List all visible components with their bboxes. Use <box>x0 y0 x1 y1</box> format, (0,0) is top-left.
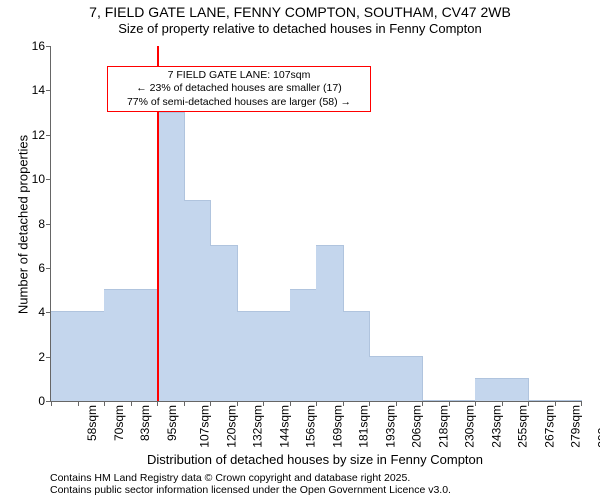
histogram-bar <box>396 356 424 401</box>
histogram-bar <box>475 378 503 401</box>
ytick-label: 6 <box>38 261 51 275</box>
xtick-label: 58sqm <box>85 405 99 441</box>
xtick-label: 169sqm <box>330 405 344 448</box>
xtick-label: 292sqm <box>595 405 600 448</box>
histogram-bar <box>316 245 344 401</box>
chart-container: 7, FIELD GATE LANE, FENNY COMPTON, SOUTH… <box>0 0 600 500</box>
xtick-label: 144sqm <box>277 405 291 448</box>
xtick-mark <box>290 401 291 406</box>
title-line-1: 7, FIELD GATE LANE, FENNY COMPTON, SOUTH… <box>0 4 600 21</box>
xtick-label: 70sqm <box>112 405 126 441</box>
xtick-label: 255sqm <box>516 405 530 448</box>
x-axis-label: Distribution of detached houses by size … <box>50 452 580 467</box>
histogram-bar <box>528 400 556 401</box>
ytick-label: 8 <box>38 217 51 231</box>
xtick-mark <box>210 401 211 406</box>
annotation-line-3: 77% of semi-detached houses are larger (… <box>114 96 364 110</box>
xtick-mark <box>555 401 556 406</box>
xtick-mark <box>502 401 503 406</box>
footer-attribution: Contains HM Land Registry data © Crown c… <box>0 472 600 497</box>
histogram-bar <box>290 289 318 401</box>
xtick-mark <box>316 401 317 406</box>
xtick-label: 243sqm <box>489 405 503 448</box>
xtick-mark <box>184 401 185 406</box>
xtick-mark <box>131 401 132 406</box>
histogram-bar <box>449 400 477 401</box>
histogram-bar <box>104 289 132 401</box>
title-line-2: Size of property relative to detached ho… <box>0 21 600 37</box>
histogram-bar <box>263 311 291 401</box>
xtick-label: 267sqm <box>542 405 556 448</box>
histogram-bar <box>422 400 450 401</box>
xtick-mark <box>78 401 79 406</box>
histogram-bar <box>369 356 397 401</box>
annotation-box: 7 FIELD GATE LANE: 107sqm← 23% of detach… <box>107 66 371 113</box>
xtick-mark <box>581 401 582 406</box>
ytick-label: 14 <box>32 83 51 97</box>
xtick-mark <box>104 401 105 406</box>
histogram-bar <box>237 311 265 401</box>
xtick-mark <box>263 401 264 406</box>
plot-area: 024681012141658sqm70sqm83sqm95sqm107sqm1… <box>50 46 581 402</box>
xtick-label: 193sqm <box>383 405 397 448</box>
xtick-label: 132sqm <box>251 405 265 448</box>
xtick-label: 181sqm <box>357 405 371 448</box>
xtick-mark <box>475 401 476 406</box>
xtick-label: 156sqm <box>304 405 318 448</box>
xtick-mark <box>449 401 450 406</box>
y-axis-label: Number of detached properties <box>16 125 31 325</box>
ytick-label: 12 <box>32 128 51 142</box>
footer-line-1: Contains HM Land Registry data © Crown c… <box>50 472 600 485</box>
histogram-bar <box>51 311 79 401</box>
xtick-mark <box>369 401 370 406</box>
ytick-label: 4 <box>38 305 51 319</box>
ytick-label: 2 <box>38 350 51 364</box>
ytick-label: 0 <box>38 394 51 408</box>
xtick-mark <box>422 401 423 406</box>
xtick-label: 206sqm <box>410 405 424 448</box>
xtick-label: 107sqm <box>198 405 212 448</box>
footer-line-2: Contains public sector information licen… <box>50 484 600 497</box>
histogram-bar <box>78 311 106 401</box>
xtick-mark <box>528 401 529 406</box>
histogram-bar <box>343 311 371 401</box>
xtick-mark <box>237 401 238 406</box>
xtick-label: 218sqm <box>436 405 450 448</box>
xtick-label: 279sqm <box>569 405 583 448</box>
xtick-mark <box>343 401 344 406</box>
xtick-label: 95sqm <box>165 405 179 441</box>
histogram-bar <box>157 112 185 401</box>
xtick-label: 120sqm <box>224 405 238 448</box>
histogram-bar <box>210 245 238 401</box>
ytick-label: 10 <box>32 172 51 186</box>
histogram-bar <box>131 289 159 401</box>
xtick-mark <box>157 401 158 406</box>
ytick-label: 16 <box>32 39 51 53</box>
histogram-bar <box>184 200 212 401</box>
annotation-line-2: ← 23% of detached houses are smaller (17… <box>114 82 364 96</box>
chart-title: 7, FIELD GATE LANE, FENNY COMPTON, SOUTH… <box>0 4 600 36</box>
histogram-bar <box>555 400 583 401</box>
xtick-label: 83sqm <box>138 405 152 441</box>
xtick-mark <box>51 401 52 406</box>
xtick-mark <box>396 401 397 406</box>
histogram-bar <box>502 378 530 401</box>
annotation-line-1: 7 FIELD GATE LANE: 107sqm <box>114 69 364 83</box>
xtick-label: 230sqm <box>463 405 477 448</box>
